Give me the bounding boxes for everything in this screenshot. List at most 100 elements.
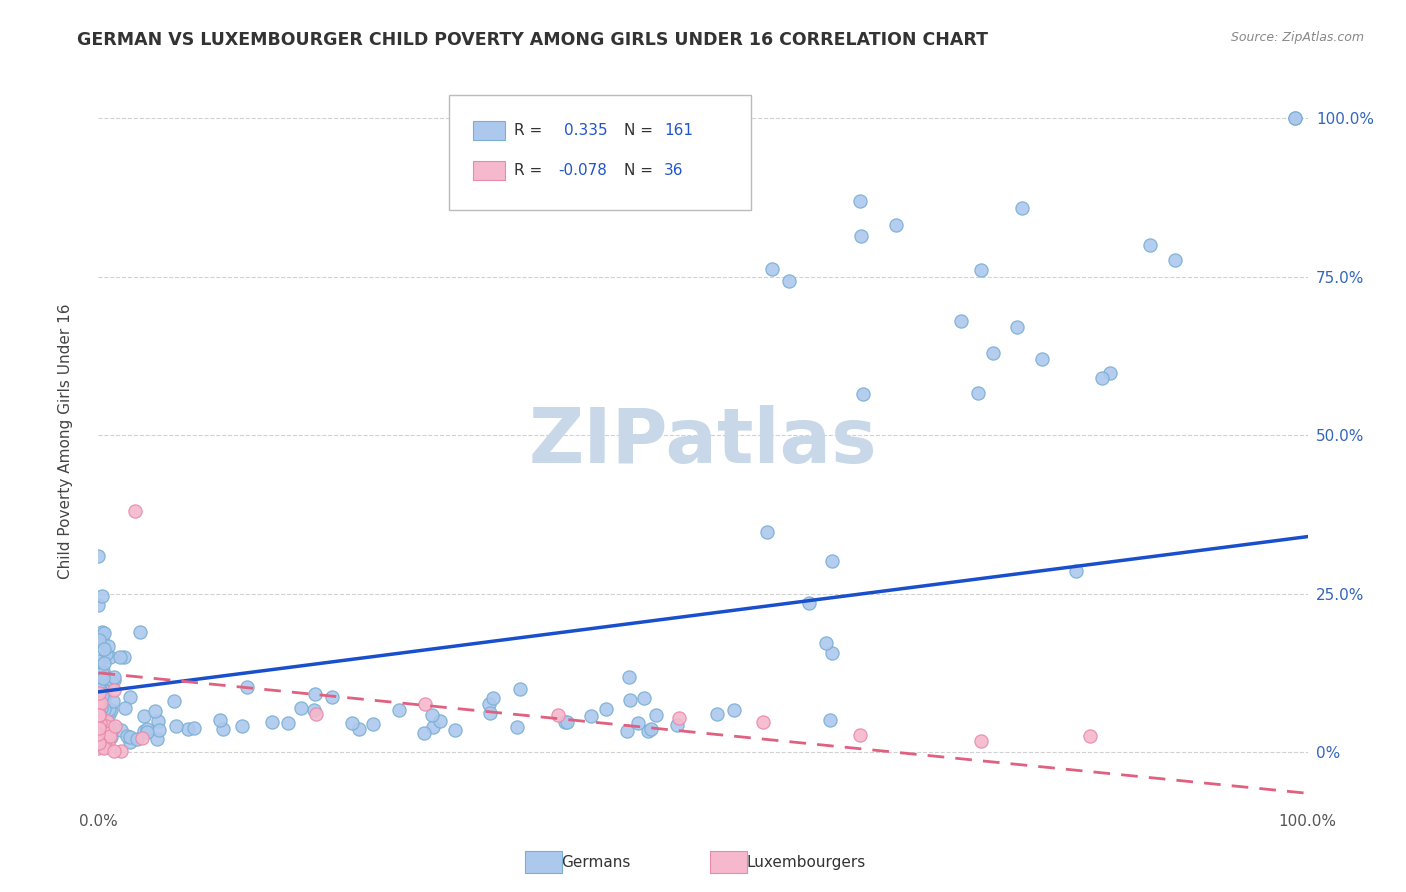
Point xyxy=(87,698,110,712)
Point xyxy=(118,690,141,704)
Point xyxy=(87,701,110,715)
Point xyxy=(148,714,170,728)
Point xyxy=(96,714,118,728)
Point xyxy=(114,700,136,714)
Point xyxy=(90,690,112,705)
Point xyxy=(128,624,150,639)
Point xyxy=(444,723,467,738)
Point xyxy=(87,736,110,750)
Point xyxy=(87,728,110,742)
Point xyxy=(90,625,112,640)
Point xyxy=(89,695,111,709)
Point xyxy=(482,691,505,706)
Point xyxy=(87,735,110,749)
Point xyxy=(89,708,111,723)
Point xyxy=(110,744,132,758)
Point xyxy=(132,709,155,723)
Point xyxy=(118,735,141,749)
Point xyxy=(89,678,111,692)
Point xyxy=(852,386,875,401)
Point xyxy=(93,671,115,685)
Point xyxy=(478,697,501,711)
Text: Luxembourgers: Luxembourgers xyxy=(747,855,866,870)
Point xyxy=(87,740,110,755)
Point xyxy=(821,554,844,568)
Point xyxy=(478,706,501,721)
Point xyxy=(100,703,122,717)
Point xyxy=(89,716,111,731)
Point xyxy=(117,730,139,744)
Text: R =: R = xyxy=(515,163,543,178)
FancyBboxPatch shape xyxy=(710,851,747,873)
Point xyxy=(87,705,110,719)
Text: -0.078: -0.078 xyxy=(558,163,607,178)
Point xyxy=(579,709,602,723)
Point xyxy=(97,735,120,749)
Point xyxy=(950,314,973,328)
Point xyxy=(87,719,110,733)
Point xyxy=(305,707,328,722)
Point xyxy=(616,724,638,739)
Point xyxy=(93,722,115,736)
Point xyxy=(886,219,908,233)
Point xyxy=(97,719,120,733)
Point xyxy=(87,692,110,706)
Point xyxy=(821,647,844,661)
Point xyxy=(429,714,451,728)
Point xyxy=(87,710,110,724)
Point xyxy=(96,647,118,661)
Point xyxy=(124,504,146,518)
Point xyxy=(94,739,117,753)
Point xyxy=(93,642,115,657)
Point xyxy=(849,228,872,243)
Point xyxy=(87,732,110,747)
Text: Germans: Germans xyxy=(561,855,631,870)
Point xyxy=(87,630,110,644)
Point xyxy=(633,691,655,706)
Point xyxy=(103,743,125,757)
Point xyxy=(94,684,117,698)
Point xyxy=(723,703,745,717)
Point xyxy=(163,693,186,707)
Point xyxy=(96,727,118,741)
Point xyxy=(706,706,728,721)
Point xyxy=(666,718,689,732)
Point xyxy=(668,711,690,725)
Point xyxy=(89,707,111,722)
Point xyxy=(981,346,1004,360)
Point xyxy=(177,722,200,736)
Point xyxy=(619,693,641,707)
Point xyxy=(98,650,121,665)
Point xyxy=(799,596,821,610)
Point xyxy=(89,678,111,692)
Point xyxy=(349,722,371,736)
Point xyxy=(87,549,110,563)
Point xyxy=(87,707,110,722)
Point xyxy=(640,722,662,736)
Point xyxy=(1078,730,1101,744)
Point xyxy=(91,665,114,679)
Point xyxy=(966,386,988,401)
Point xyxy=(87,713,110,727)
Point xyxy=(136,722,159,736)
Point xyxy=(91,590,114,604)
Point xyxy=(1064,564,1087,578)
Point xyxy=(93,740,115,755)
Point xyxy=(114,649,136,664)
Point xyxy=(87,680,110,694)
Point xyxy=(103,670,125,684)
Point xyxy=(132,723,155,738)
Point xyxy=(90,737,112,751)
Point xyxy=(509,682,531,697)
Point xyxy=(100,673,122,688)
Point xyxy=(98,706,121,721)
Point xyxy=(110,723,132,738)
Point xyxy=(211,722,233,736)
Point xyxy=(93,701,115,715)
Point xyxy=(1031,352,1053,367)
Point xyxy=(422,720,444,734)
Point xyxy=(90,693,112,707)
Point xyxy=(90,673,112,688)
Point xyxy=(260,714,283,729)
Point xyxy=(1139,238,1161,252)
